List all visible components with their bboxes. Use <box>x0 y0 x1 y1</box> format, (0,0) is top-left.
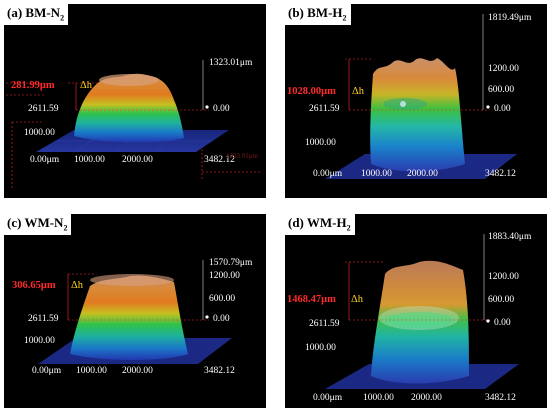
z-zero-label: 0.00 <box>213 104 230 114</box>
x-tick-2: 2000.00 <box>407 169 438 179</box>
panel-bm-h2: 1028.00μm Δh 1819.49μm 1200.00 600.00 0.… <box>285 4 547 198</box>
z-max-label: 1883.40μm <box>488 232 532 242</box>
x-tick-2: 2000.00 <box>411 393 442 403</box>
y-mid-label: 1000.00 <box>24 128 55 138</box>
surface-plot-wm-n2: 306.65μm Δh 1570.79μm 1200.00 600.00 0.0… <box>12 258 253 376</box>
y-mid-label: 1000.00 <box>305 138 336 148</box>
dh-symbol: Δh <box>80 80 93 91</box>
x-origin-label: 0.00μm <box>313 393 343 403</box>
panel-label: (a) BM-N2 <box>4 4 70 26</box>
x-origin-label: 0.00μm <box>30 155 60 165</box>
panel-label: (b) BM-H2 <box>285 4 352 26</box>
x-end-label: 3482.12 <box>204 155 235 165</box>
z-max-label: 1819.49μm <box>488 13 532 23</box>
surface-mesh <box>371 260 469 384</box>
panel-wm-h2: 1468.47μm Δh 1883.40μm 1200.00 600.00 0.… <box>285 214 547 408</box>
dh-value: 306.65μm <box>12 280 56 291</box>
z-zero-label: 0.00 <box>494 104 511 114</box>
x-end-label: 3482.12 <box>485 169 516 179</box>
guide-lines <box>67 260 209 321</box>
panel-label: (c) WM-N2 <box>4 214 73 236</box>
guide-lines <box>345 14 490 111</box>
z-scale-low: 600.00 <box>209 294 235 304</box>
ghost-label: 1323.01μm <box>226 152 259 160</box>
dh-value: 1468.47μm <box>287 294 336 305</box>
y-mid-label: 1000.00 <box>305 343 336 353</box>
z-scale-low: 600.00 <box>488 85 514 95</box>
guide-lines <box>345 234 490 321</box>
z-zero-label: 0.00 <box>213 314 230 324</box>
x-end-label: 3482.12 <box>204 366 235 376</box>
x-end-label: 3482.12 <box>485 393 516 403</box>
panel-wm-n2: 306.65μm Δh 1570.79μm 1200.00 600.00 0.0… <box>4 214 266 408</box>
z-scale-low: 600.00 <box>488 295 514 305</box>
surface-plot-wm-h2: 1468.47μm Δh 1883.40μm 1200.00 600.00 0.… <box>287 232 532 403</box>
dh-symbol: Δh <box>71 280 84 291</box>
dh-symbol: Δh <box>351 294 364 305</box>
x-tick-2: 2000.00 <box>122 366 153 376</box>
x-tick-1: 1000.00 <box>76 366 107 376</box>
surface-plot-bm-h2: 1028.00μm Δh 1819.49μm 1200.00 600.00 0.… <box>287 13 532 179</box>
x-tick-2: 2000.00 <box>122 155 153 165</box>
y-mid-label: 1000.00 <box>24 336 55 346</box>
y-value-label: 2611.59 <box>309 319 340 329</box>
guide-lines <box>6 60 262 189</box>
dh-symbol: Δh <box>352 86 365 97</box>
x-origin-label: 0.00μm <box>313 169 343 179</box>
x-tick-1: 1000.00 <box>361 169 392 179</box>
dh-value: 281.99μm <box>11 80 55 91</box>
zero-marker <box>205 105 209 109</box>
dh-value: 1028.00μm <box>287 86 336 97</box>
x-origin-label: 0.00μm <box>32 366 62 376</box>
z-zero-label: 0.00 <box>494 318 511 328</box>
surface-mesh <box>370 58 465 172</box>
zero-marker <box>486 319 490 323</box>
z-scale-mid: 1200.00 <box>488 272 519 282</box>
y-value-label: 2611.59 <box>28 104 59 114</box>
z-max-label: 1323.01μm <box>209 58 253 68</box>
z-max-label: 1570.79μm <box>209 258 253 268</box>
zero-marker <box>486 105 490 109</box>
y-value-label: 2611.59 <box>309 104 340 114</box>
y-value-label: 2611.59 <box>28 314 59 324</box>
zero-marker <box>205 315 209 319</box>
z-scale-mid: 1200.00 <box>488 64 519 74</box>
x-tick-1: 1000.00 <box>74 155 105 165</box>
panel-bm-n2: 281.99μm Δh 1323.01μm 0.00 2611.59 1000.… <box>4 4 266 198</box>
panel-label: (d) WM-H2 <box>285 214 356 236</box>
z-scale-mid: 1200.00 <box>209 271 240 281</box>
surface-mesh <box>70 275 188 360</box>
surface-plot-bm-n2: 281.99μm Δh 1323.01μm 0.00 2611.59 1000.… <box>6 58 262 189</box>
surface-mesh <box>74 73 184 143</box>
x-tick-1: 1000.00 <box>363 393 394 403</box>
